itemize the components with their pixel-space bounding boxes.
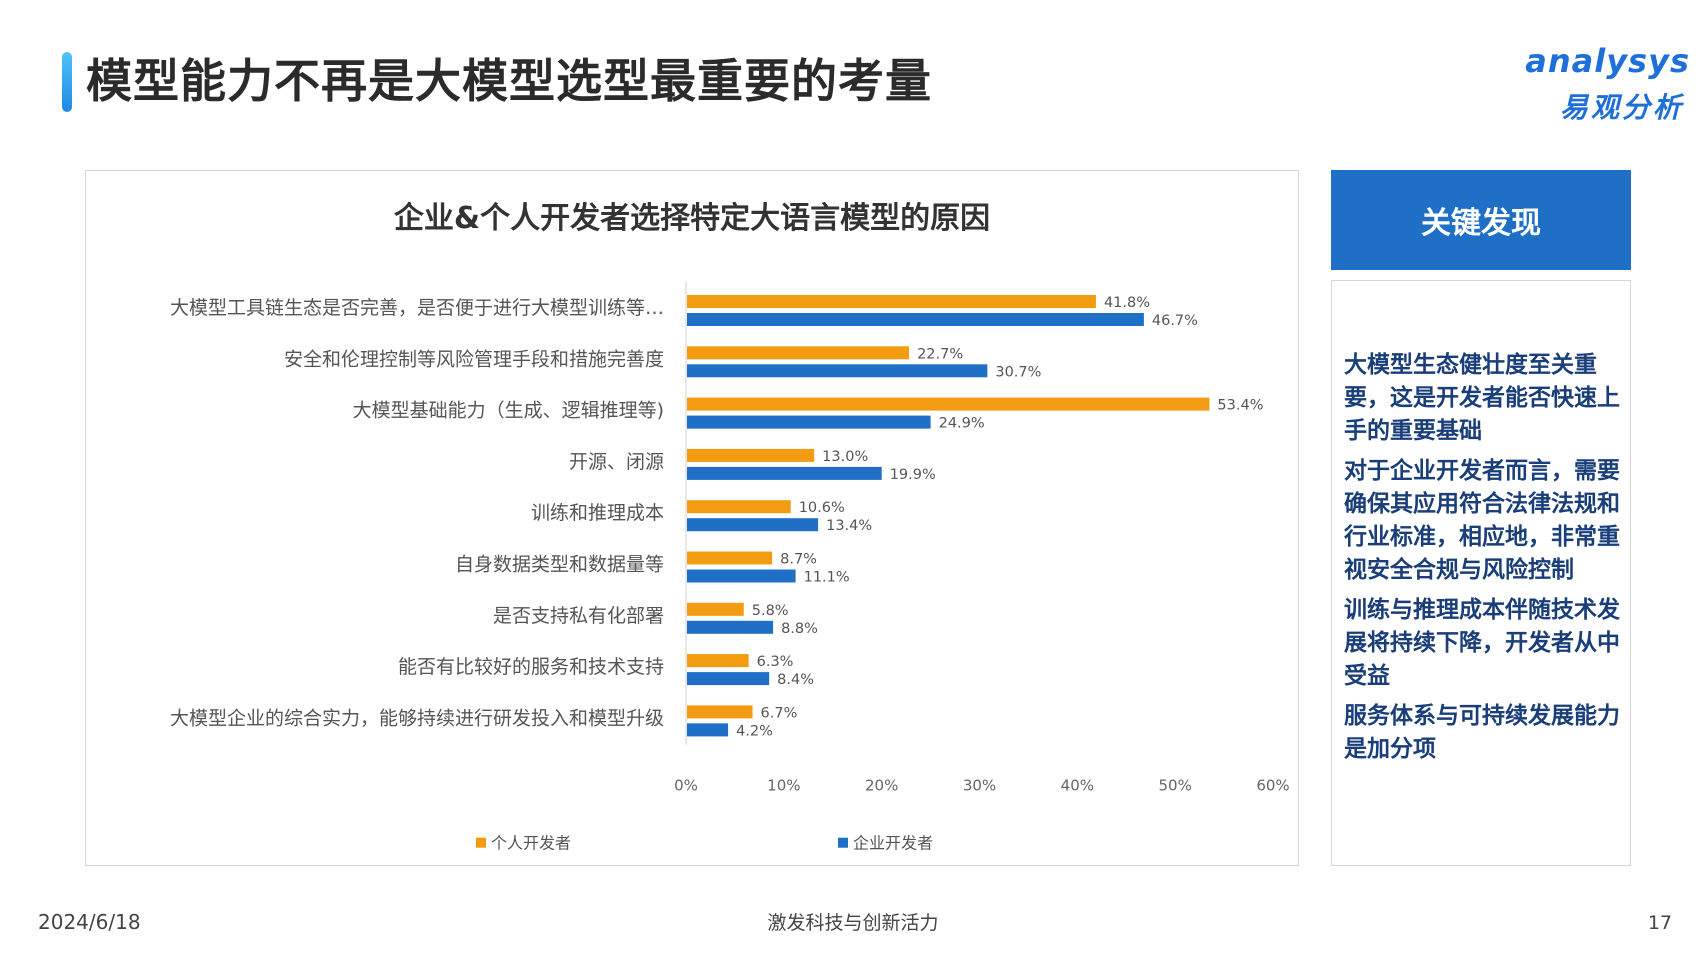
x-tick-label: 60%: [1256, 777, 1289, 795]
bar-enterprise: [687, 518, 819, 532]
analysys-logo: analysys 易观分析: [1500, 34, 1690, 124]
category-label: 训练和推理成本: [531, 502, 664, 524]
bar-personal: [687, 602, 744, 616]
data-label: 13.4%: [826, 518, 872, 534]
category-label: 开源、闭源: [569, 451, 664, 473]
data-label: 46.7%: [1152, 313, 1198, 329]
bar-personal: [687, 705, 753, 719]
bar-enterprise: [687, 620, 774, 634]
data-label: 11.1%: [804, 570, 850, 586]
bar-personal: [687, 295, 1096, 308]
data-label: 6.7%: [761, 705, 798, 721]
x-tick-label: 50%: [1158, 777, 1191, 795]
page-title: 模型能力不再是大模型选型最重要的考量: [86, 54, 932, 108]
finding-item: 训练与推理成本伴随技术发展将持续下降，开发者从中受益: [1344, 597, 1620, 689]
finding-item: 对于企业开发者而言，需要确保其应用符合法律法规和行业标准，相应地，非常重视安全合…: [1344, 458, 1620, 583]
data-label: 13.0%: [822, 449, 868, 465]
bar-personal: [687, 397, 1210, 411]
bar-personal: [687, 500, 791, 514]
footer-date: 2024/6/18: [38, 910, 141, 934]
bar-enterprise: [687, 466, 882, 480]
data-label: 8.7%: [780, 552, 817, 568]
legend-swatch-personal: [476, 837, 486, 848]
legend-label: 企业开发者: [853, 834, 933, 853]
data-label: 10.6%: [799, 500, 845, 516]
data-label: 4.2%: [736, 723, 773, 739]
category-label: 大模型企业的综合实力，能够持续进行研发投入和模型升级: [170, 707, 664, 729]
footer-slogan: 激发科技与创新活力: [767, 912, 939, 934]
data-label: 22.7%: [917, 346, 963, 362]
data-label: 53.4%: [1217, 398, 1263, 414]
data-label: 19.9%: [890, 467, 936, 483]
logo-text-en: analysys: [1525, 42, 1690, 80]
data-label: 8.4%: [777, 672, 814, 688]
bar-enterprise: [687, 672, 770, 686]
bar-enterprise: [687, 723, 729, 737]
bar-personal: [687, 551, 773, 565]
data-label: 30.7%: [995, 364, 1041, 380]
category-label: 安全和伦理控制等风险管理手段和措施完善度: [284, 348, 664, 370]
category-label: 自身数据类型和数据量等: [455, 554, 664, 576]
finding-item: 大模型生态健壮度至关重要，这是开发者能否快速上手的重要基础: [1344, 352, 1620, 444]
category-label: 是否支持私有化部署: [493, 605, 664, 627]
logo-text-cn: 易观分析: [1559, 91, 1684, 124]
page-number: 17: [1647, 912, 1672, 934]
x-tick-label: 20%: [865, 777, 898, 795]
title-accent-bar: [62, 52, 72, 112]
chart-title: 企业&个人开发者选择特定大语言模型的原因: [393, 201, 991, 236]
data-label: 5.8%: [752, 603, 789, 619]
bar-personal: [687, 448, 815, 462]
bar-enterprise: [687, 415, 931, 429]
legend-label: 个人开发者: [491, 834, 571, 853]
data-label: 41.8%: [1104, 295, 1150, 311]
key-findings-panel: 大模型生态健壮度至关重要，这是开发者能否快速上手的重要基础 对于企业开发者而言，…: [1331, 280, 1631, 866]
bar-chart: 大模型工具链生态是否完善，是否便于进行大模型训练等… 41.8%46.7% 安全和伦…: [170, 281, 1290, 853]
bar-personal: [687, 654, 749, 668]
bar-enterprise: [687, 569, 796, 583]
x-tick-label: 40%: [1061, 777, 1094, 795]
legend-swatch-enterprise: [838, 837, 848, 848]
key-findings-header: 关键发现: [1331, 170, 1631, 270]
x-tick-label: 0%: [674, 777, 698, 795]
bar-enterprise: [687, 364, 988, 378]
category-label: 能否有比较好的服务和技术支持: [398, 656, 664, 678]
category-label: 大模型工具链生态是否完善，是否便于进行大模型训练等…: [170, 297, 664, 319]
data-label: 8.8%: [781, 621, 818, 637]
bar-personal: [687, 346, 910, 360]
x-tick-label: 30%: [963, 777, 996, 795]
bar-enterprise: [687, 313, 1144, 326]
chart-panel: 企业&个人开发者选择特定大语言模型的原因 大模型工具链生态是否完善，是否便于进行…: [85, 170, 1299, 866]
category-label: 大模型基础能力（生成、逻辑推理等): [353, 400, 664, 422]
finding-item: 服务体系与可持续发展能力是加分项: [1344, 703, 1620, 762]
x-tick-label: 10%: [767, 777, 800, 795]
data-label: 6.3%: [757, 654, 794, 670]
data-label: 24.9%: [939, 416, 985, 432]
